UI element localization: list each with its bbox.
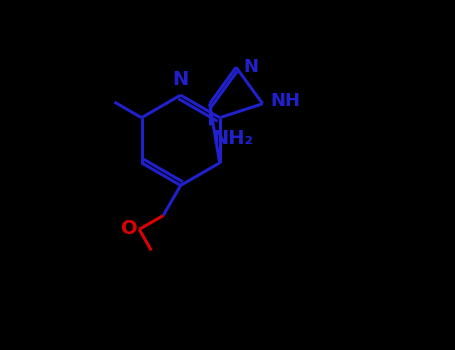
Text: N: N [243, 58, 258, 76]
Text: O: O [121, 219, 137, 238]
Text: NH₂: NH₂ [212, 129, 253, 148]
Text: NH: NH [270, 92, 300, 110]
Text: N: N [172, 70, 189, 89]
